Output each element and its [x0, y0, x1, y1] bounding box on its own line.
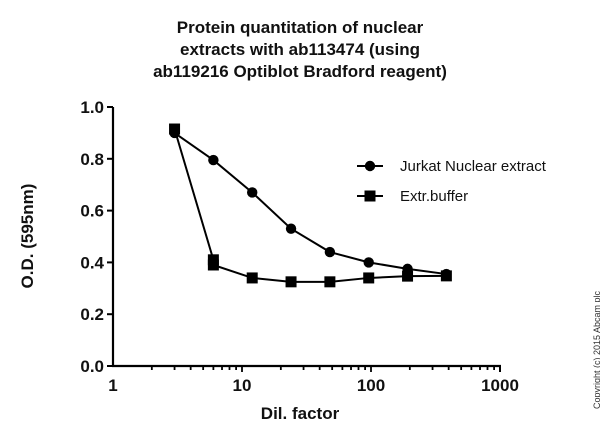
series-line-0 [173, 132, 447, 276]
square-marker [246, 272, 258, 284]
title-line-2: extracts with ab113474 (using [180, 40, 420, 59]
chart-title: Protein quantitation of nuclear extracts… [100, 17, 500, 83]
square-marker [285, 276, 297, 288]
circle-marker [208, 154, 219, 166]
legend-square-icon [364, 190, 376, 202]
title-line-3: ab119216 Optiblot Bradford reagent) [153, 62, 447, 81]
y-tick-label: 1.0 [80, 98, 104, 117]
x-axis-label: Dil. factor [260, 404, 340, 423]
legend-circle-icon [364, 160, 376, 172]
legend-label-1: Extr.buffer [400, 188, 468, 205]
square-marker [402, 270, 414, 282]
square-marker [169, 123, 181, 135]
title-line-1: Protein quantitation of nuclear [176, 18, 424, 37]
x-tick-label: 100 [357, 376, 385, 395]
x-tick-label: 1 [108, 376, 117, 395]
y-tick-label: 0.6 [80, 202, 104, 221]
legend-label-0: Jurkat Nuclear extract [400, 158, 547, 175]
x-tick-label: 10 [233, 376, 252, 395]
circle-marker [363, 257, 374, 268]
circle-marker [247, 187, 258, 198]
y-tick-label: 0.8 [80, 150, 104, 169]
circle-marker [285, 223, 297, 234]
y-tick-label: 0.0 [80, 357, 104, 376]
y-tick-label: 0.2 [80, 305, 104, 324]
y-tick-label: 0.4 [80, 253, 104, 272]
square-marker [440, 270, 452, 282]
circle-marker [324, 246, 336, 258]
square-marker [363, 272, 375, 284]
square-marker [324, 276, 336, 288]
square-marker [207, 259, 219, 271]
x-tick-label: 1000 [481, 376, 519, 395]
